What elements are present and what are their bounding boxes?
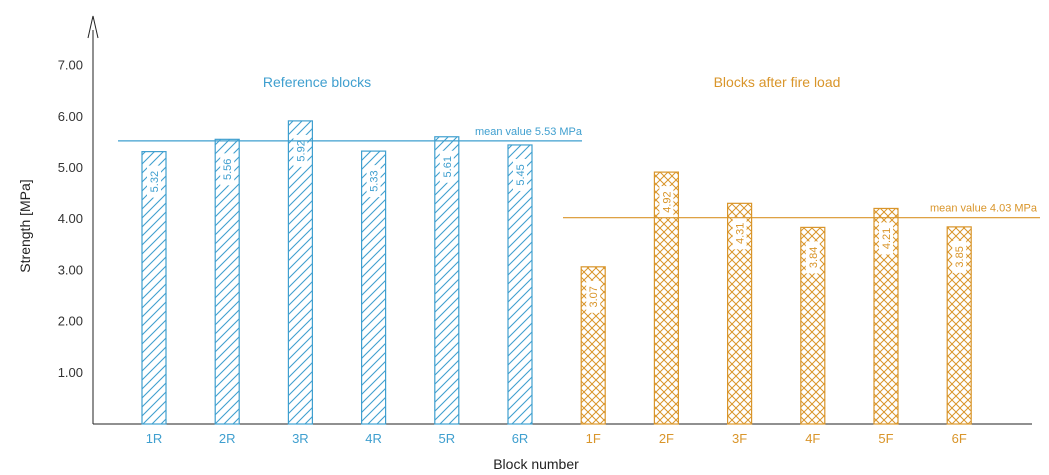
category-labels: 1R 2R 3R 4R 5R 6R 1F 2F 3F 4F 5F 6F	[146, 431, 967, 446]
value-label-bg	[732, 217, 747, 250]
category-label-1F: 1F	[586, 431, 601, 446]
value-label-bg	[879, 222, 893, 255]
bar-4R	[361, 150, 387, 425]
value-label-2R: 5.56	[222, 159, 234, 180]
category-label-1R: 1R	[146, 431, 163, 446]
category-label-2R: 2R	[219, 431, 236, 446]
category-label-4F: 4F	[805, 431, 820, 446]
bar-5R	[434, 136, 460, 425]
x-axis-title: Block number	[493, 456, 579, 472]
value-label-6F: 3.85	[954, 246, 966, 267]
y-tick-label: 3.00	[58, 262, 83, 277]
value-label-bg	[952, 240, 967, 273]
value-label-5R: 5.61	[442, 156, 454, 177]
value-label-4F: 3.84	[808, 247, 820, 268]
value-label-5F: 4.21	[881, 228, 893, 249]
y-tick-labels: 1.00 2.00 3.00 4.00 5.00 6.00 7.00	[58, 58, 83, 380]
value-label-3F: 4.31	[735, 223, 747, 244]
y-tick-label: 4.00	[58, 211, 83, 226]
value-label-bg	[439, 150, 454, 183]
value-label-bg	[366, 165, 381, 198]
y-tick-label: 6.00	[58, 109, 83, 124]
value-label-3R: 5.92	[295, 140, 307, 161]
group-title: Reference blocks	[263, 74, 371, 90]
value-label-1F: 3.07	[588, 286, 600, 307]
bar-2R	[214, 138, 240, 425]
y-tick-label: 7.00	[58, 58, 83, 73]
y-axis-arrow-icon	[87, 15, 99, 39]
mean-value-label: mean value 4.03 MPa	[930, 203, 1038, 215]
value-label-bg	[805, 241, 820, 274]
value-label-bg	[513, 158, 527, 191]
value-label-2F: 4.92	[661, 191, 673, 212]
category-label-5R: 5R	[438, 431, 455, 446]
value-label-bg	[293, 134, 308, 167]
y-tick-label: 5.00	[58, 160, 83, 175]
value-label-6R: 5.45	[515, 164, 527, 185]
value-label-bg	[220, 153, 235, 186]
value-label-bg	[659, 186, 674, 219]
group-titles: Reference blocks Blocks after fire load	[263, 74, 841, 90]
value-label-bg	[586, 280, 601, 313]
bars: 5.32 5.56 5.92 5.33 5.61 5.45 3.07 4.92 4.31 3.84…	[141, 120, 972, 425]
bar-6R	[507, 144, 533, 425]
group-title: Blocks after fire load	[714, 74, 841, 90]
category-label-5F: 5F	[878, 431, 893, 446]
category-label-4R: 4R	[365, 431, 382, 446]
mean-value-label: mean value 5.53 MPa	[475, 126, 583, 138]
category-label-3R: 3R	[292, 431, 309, 446]
value-label-bg	[147, 165, 161, 198]
y-tick-label: 1.00	[58, 365, 83, 380]
category-label-3F: 3F	[732, 431, 747, 446]
category-label-6F: 6F	[952, 431, 967, 446]
bar-3R	[287, 120, 313, 425]
category-label-2F: 2F	[659, 431, 674, 446]
y-axis-title: Strength [MPa]	[17, 179, 33, 272]
category-label-6R: 6R	[512, 431, 529, 446]
value-label-4R: 5.33	[369, 170, 381, 191]
y-tick-label: 2.00	[58, 314, 83, 329]
mean-lines: mean value 5.53 MPa mean value 4.03 MPa	[118, 126, 1040, 219]
value-label-1R: 5.32	[149, 171, 161, 192]
